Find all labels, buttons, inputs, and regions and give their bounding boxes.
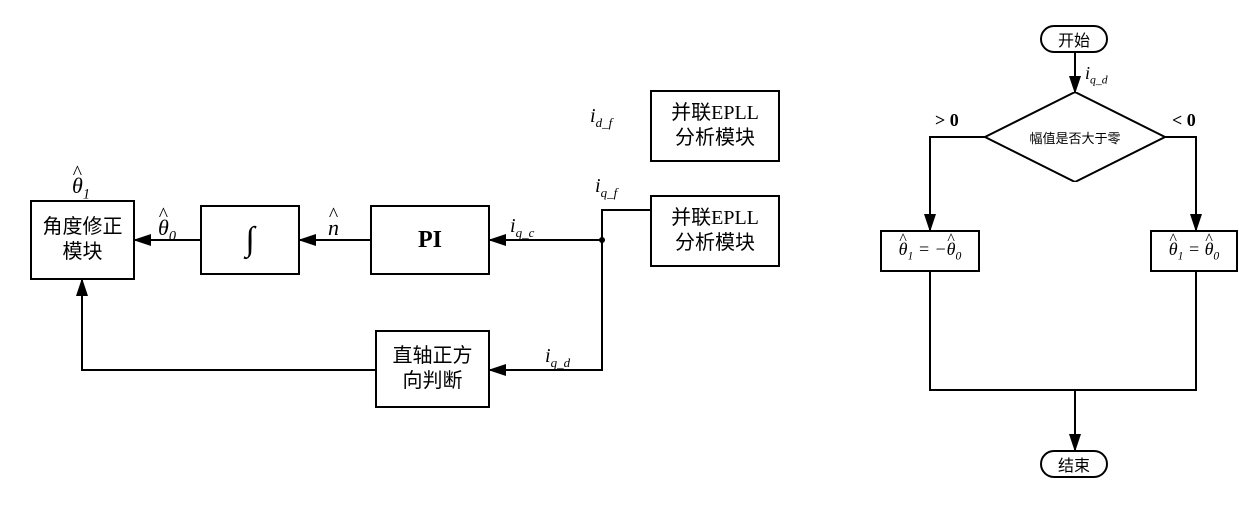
theta0-label: θ0 [158, 215, 176, 245]
idf-label: id_f [590, 105, 612, 131]
block-diagram-arrows [0, 0, 1239, 508]
nhat-label: n [328, 215, 339, 241]
iqf-label: iq_f [595, 175, 617, 201]
epll-bottom-block: 并联EPLL 分析模块 [650, 195, 780, 267]
gt-zero-label: > 0 [935, 110, 959, 131]
flowchart-arrows [0, 0, 1239, 508]
iqd-label: iq_d [545, 345, 570, 371]
start-terminal: 开始 [1040, 25, 1108, 53]
theta1-label: θ1 [72, 173, 90, 203]
right-equation-box: θ1 = θ0 [1150, 230, 1238, 272]
end-terminal: 结束 [1040, 450, 1108, 478]
decision-label: 幅值是否大于零 [985, 92, 1165, 182]
decision-diamond: 幅值是否大于零 [985, 92, 1165, 182]
left-equation-box: θ1 = −θ0 [880, 230, 980, 272]
direct-axis-block: 直轴正方 向判断 [375, 330, 490, 408]
lt-zero-label: < 0 [1172, 110, 1196, 131]
pi-block: PI [370, 205, 490, 275]
angle-correction-block: 角度修正 模块 [30, 200, 135, 280]
epll-top-block: 并联EPLL 分析模块 [650, 90, 780, 162]
iqc-label: iq_c [510, 215, 534, 241]
flow-iqd-label: iq_d [1085, 63, 1108, 87]
integrator-block: ∫ [200, 205, 300, 275]
integral-symbol: ∫ [245, 219, 254, 262]
